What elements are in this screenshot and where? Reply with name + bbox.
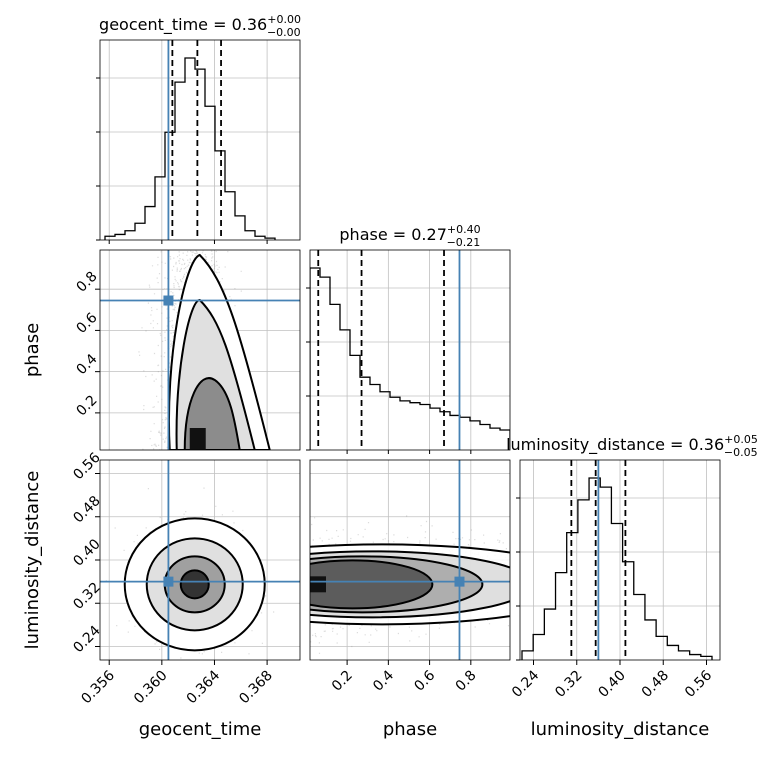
density-peak [189, 428, 206, 450]
x-axis-label: luminosity_distance [531, 719, 710, 740]
panel-frame [99, 249, 301, 451]
x-tick-label: 0.8 [453, 668, 480, 695]
panel-title-geocent_time: geocent_time = 0.36+0.00 −0.00 [99, 13, 301, 39]
truth-marker [454, 576, 465, 587]
panel-frame [309, 249, 511, 451]
contour-level [179, 569, 210, 600]
title-sub: −0.00 [267, 26, 301, 39]
x-tick-label: 0.32 [552, 668, 585, 701]
title-sup: +0.00 [267, 13, 301, 26]
y-tick-label: 0.2 [74, 392, 101, 419]
x-tick-label: 0.2 [329, 668, 356, 695]
density-panel-geocent_time-luminosity_distance [100, 460, 300, 660]
x-tick-label: 0.4 [370, 667, 397, 694]
histogram-step [104, 57, 276, 240]
truth-marker [163, 295, 174, 306]
title-sub: −0.21 [447, 236, 481, 249]
y-tick-label: 0.24 [70, 623, 103, 656]
title-sup: +0.40 [447, 223, 481, 236]
y-tick-label: 0.40 [70, 536, 103, 569]
y-axis-label: luminosity_distance [22, 471, 43, 650]
panel-frame [99, 39, 301, 241]
truth-marker [163, 576, 174, 587]
x-tick-label: 0.56 [682, 667, 715, 700]
x-tick-label: 0.24 [509, 667, 542, 700]
density-peak [310, 576, 326, 593]
x-tick-label: 0.364 [184, 667, 224, 707]
y-tick-label: 0.8 [74, 269, 101, 296]
x-tick-label: 0.48 [639, 668, 672, 701]
density-panel-phase-luminosity_distance [310, 460, 510, 660]
y-tick-label: 0.48 [70, 493, 103, 526]
y-tick-label: 0.4 [74, 351, 101, 378]
title-main: phase = 0.27 [339, 225, 446, 244]
y-tick-label: 0.6 [74, 310, 101, 337]
x-tick-label: 0.360 [131, 668, 171, 708]
title-sub: −0.05 [724, 446, 758, 459]
title-sup: +0.05 [724, 433, 758, 446]
panel-frame [309, 459, 511, 661]
x-axis-label: geocent_time [139, 719, 262, 740]
x-tick-label: 0.40 [595, 668, 628, 701]
histogram-step [521, 477, 713, 660]
title-main: luminosity_distance = 0.36 [506, 435, 724, 455]
title-main: geocent_time = 0.36 [99, 15, 267, 35]
hist-panel-phase [310, 250, 510, 450]
histogram-step [310, 267, 510, 450]
contour-level [310, 559, 434, 610]
y-tick-label: 0.56 [70, 450, 103, 483]
x-axis-label: phase [383, 719, 437, 740]
hist-panel-luminosity_distance [520, 460, 720, 660]
y-tick-label: 0.32 [70, 579, 103, 612]
hist-panel-geocent_time [100, 40, 300, 240]
y-axis-label: phase [22, 323, 43, 377]
x-tick-label: 0.368 [236, 668, 276, 708]
x-tick-label: 0.6 [411, 667, 438, 694]
panel-title-luminosity_distance: luminosity_distance = 0.36+0.05 −0.05 [506, 433, 758, 459]
density-panel-geocent_time-phase [100, 250, 300, 450]
x-tick-label: 0.356 [78, 667, 118, 707]
panel-title-phase: phase = 0.27+0.40 −0.21 [339, 223, 480, 249]
